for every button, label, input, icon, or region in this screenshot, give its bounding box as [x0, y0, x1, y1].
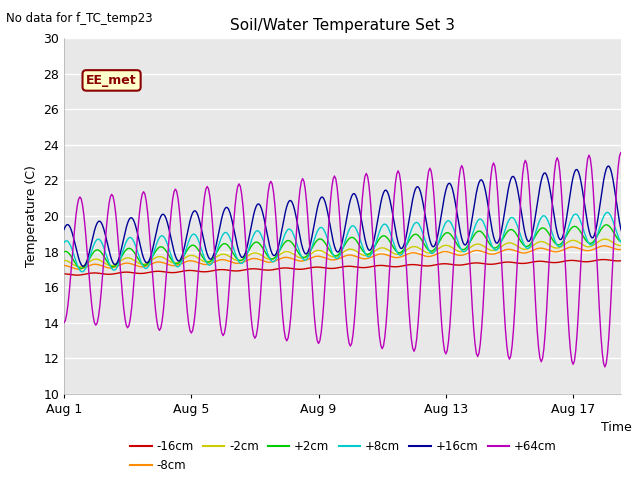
Legend: -16cm, -8cm, -2cm, +2cm, +8cm, +16cm, +64cm: -16cm, -8cm, -2cm, +2cm, +8cm, +16cm, +6… — [125, 435, 561, 476]
Text: No data for f_TC_temp23: No data for f_TC_temp23 — [6, 12, 153, 25]
X-axis label: Time: Time — [601, 421, 632, 434]
Title: Soil/Water Temperature Set 3: Soil/Water Temperature Set 3 — [230, 18, 455, 33]
Y-axis label: Temperature (C): Temperature (C) — [25, 165, 38, 267]
Text: EE_met: EE_met — [86, 74, 137, 87]
